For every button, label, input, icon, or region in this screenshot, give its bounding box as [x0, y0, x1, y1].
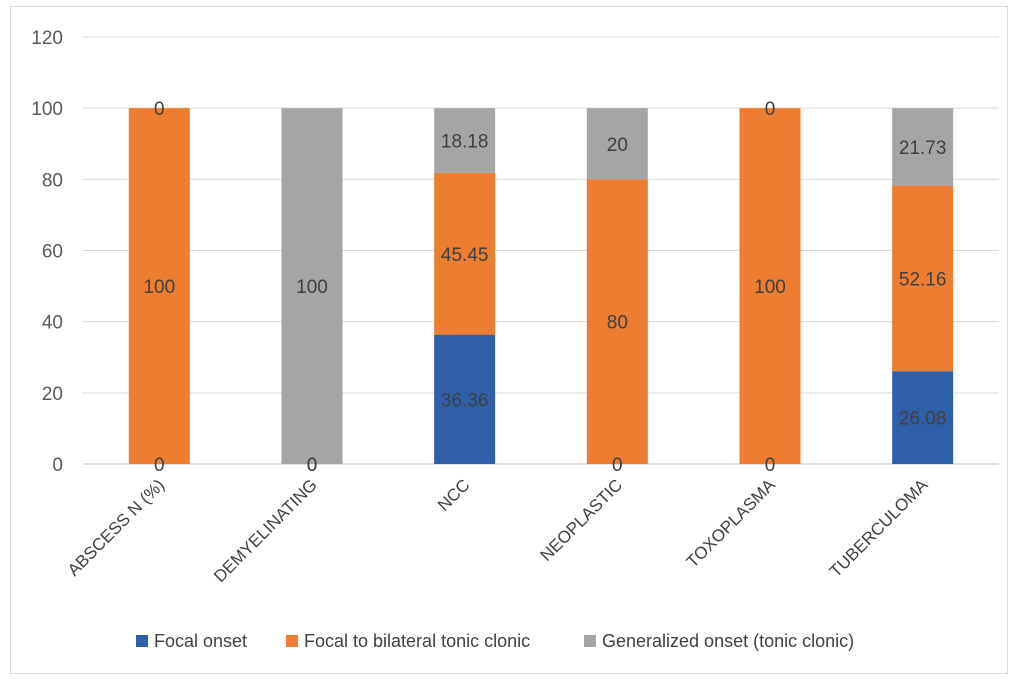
bar-segment — [434, 334, 496, 464]
y-tick-label: 120 — [31, 28, 63, 49]
bar-segment — [892, 371, 954, 464]
bar-segment — [434, 108, 496, 173]
legend-swatch — [136, 635, 148, 647]
data-label: 52.16 — [899, 269, 947, 290]
y-tick-label: 0 — [52, 455, 63, 476]
category-label: TUBERCULOMA — [826, 475, 932, 581]
data-label: 0 — [765, 99, 776, 120]
data-label: 100 — [754, 277, 786, 298]
y-tick-label: 80 — [42, 170, 63, 191]
category-label: ABSCESS N (%) — [64, 475, 168, 579]
data-label: 0 — [154, 99, 165, 120]
category-label: NEOPLASTIC — [537, 475, 627, 565]
data-label: 80 — [607, 313, 628, 334]
bar-segment — [586, 179, 648, 465]
legend: Focal onset Focal to bilateral tonic clon… — [136, 631, 854, 651]
data-label: 100 — [143, 277, 175, 298]
bars — [128, 108, 954, 465]
bar-segment — [434, 172, 496, 335]
gridlines — [83, 36, 999, 465]
category-label: NCC — [434, 475, 473, 514]
data-label: 26.08 — [899, 409, 947, 430]
bar-segment — [892, 108, 954, 186]
data-label: 20 — [607, 135, 628, 156]
bar-segment — [281, 108, 343, 465]
legend-label: Focal to bilateral tonic clonic — [304, 631, 530, 651]
data-label: 0 — [154, 455, 165, 476]
data-labels: 010000010036.3645.4518.18080200100026.08… — [143, 99, 946, 476]
bar-segment — [739, 108, 801, 465]
legend-label: Focal onset — [154, 631, 247, 651]
legend-swatch — [584, 635, 596, 647]
data-label: 100 — [296, 277, 328, 298]
category-label: TOXOPLASMA — [683, 475, 780, 572]
data-label: 0 — [765, 455, 776, 476]
chart-frame: 0 100 0 0 0 100 36.36 45.45 18.18 0 80 20 0 100 0 26.08… — [10, 6, 1008, 674]
legend-swatch — [286, 635, 298, 647]
bar-segment — [586, 108, 648, 180]
bar-segment — [128, 108, 190, 465]
y-tick-label: 100 — [31, 99, 63, 120]
data-label: 18.18 — [441, 132, 489, 153]
data-label: 36.36 — [441, 390, 489, 411]
data-label: 0 — [307, 455, 318, 476]
bar-segment — [892, 185, 954, 372]
data-label: 45.45 — [441, 245, 489, 266]
legend-label: Generalized onset (tonic clonic) — [602, 631, 854, 651]
y-tick-label: 40 — [42, 313, 63, 334]
y-tick-label: 60 — [42, 242, 63, 263]
data-label: 0 — [307, 455, 318, 476]
y-tick-label: 20 — [42, 384, 63, 405]
stacked-bar-chart: 010000010036.3645.4518.18080200100026.08… — [31, 28, 999, 651]
data-label: 21.73 — [899, 138, 947, 159]
category-label: DEMYELINATING — [210, 475, 321, 586]
data-label: 0 — [612, 455, 623, 476]
